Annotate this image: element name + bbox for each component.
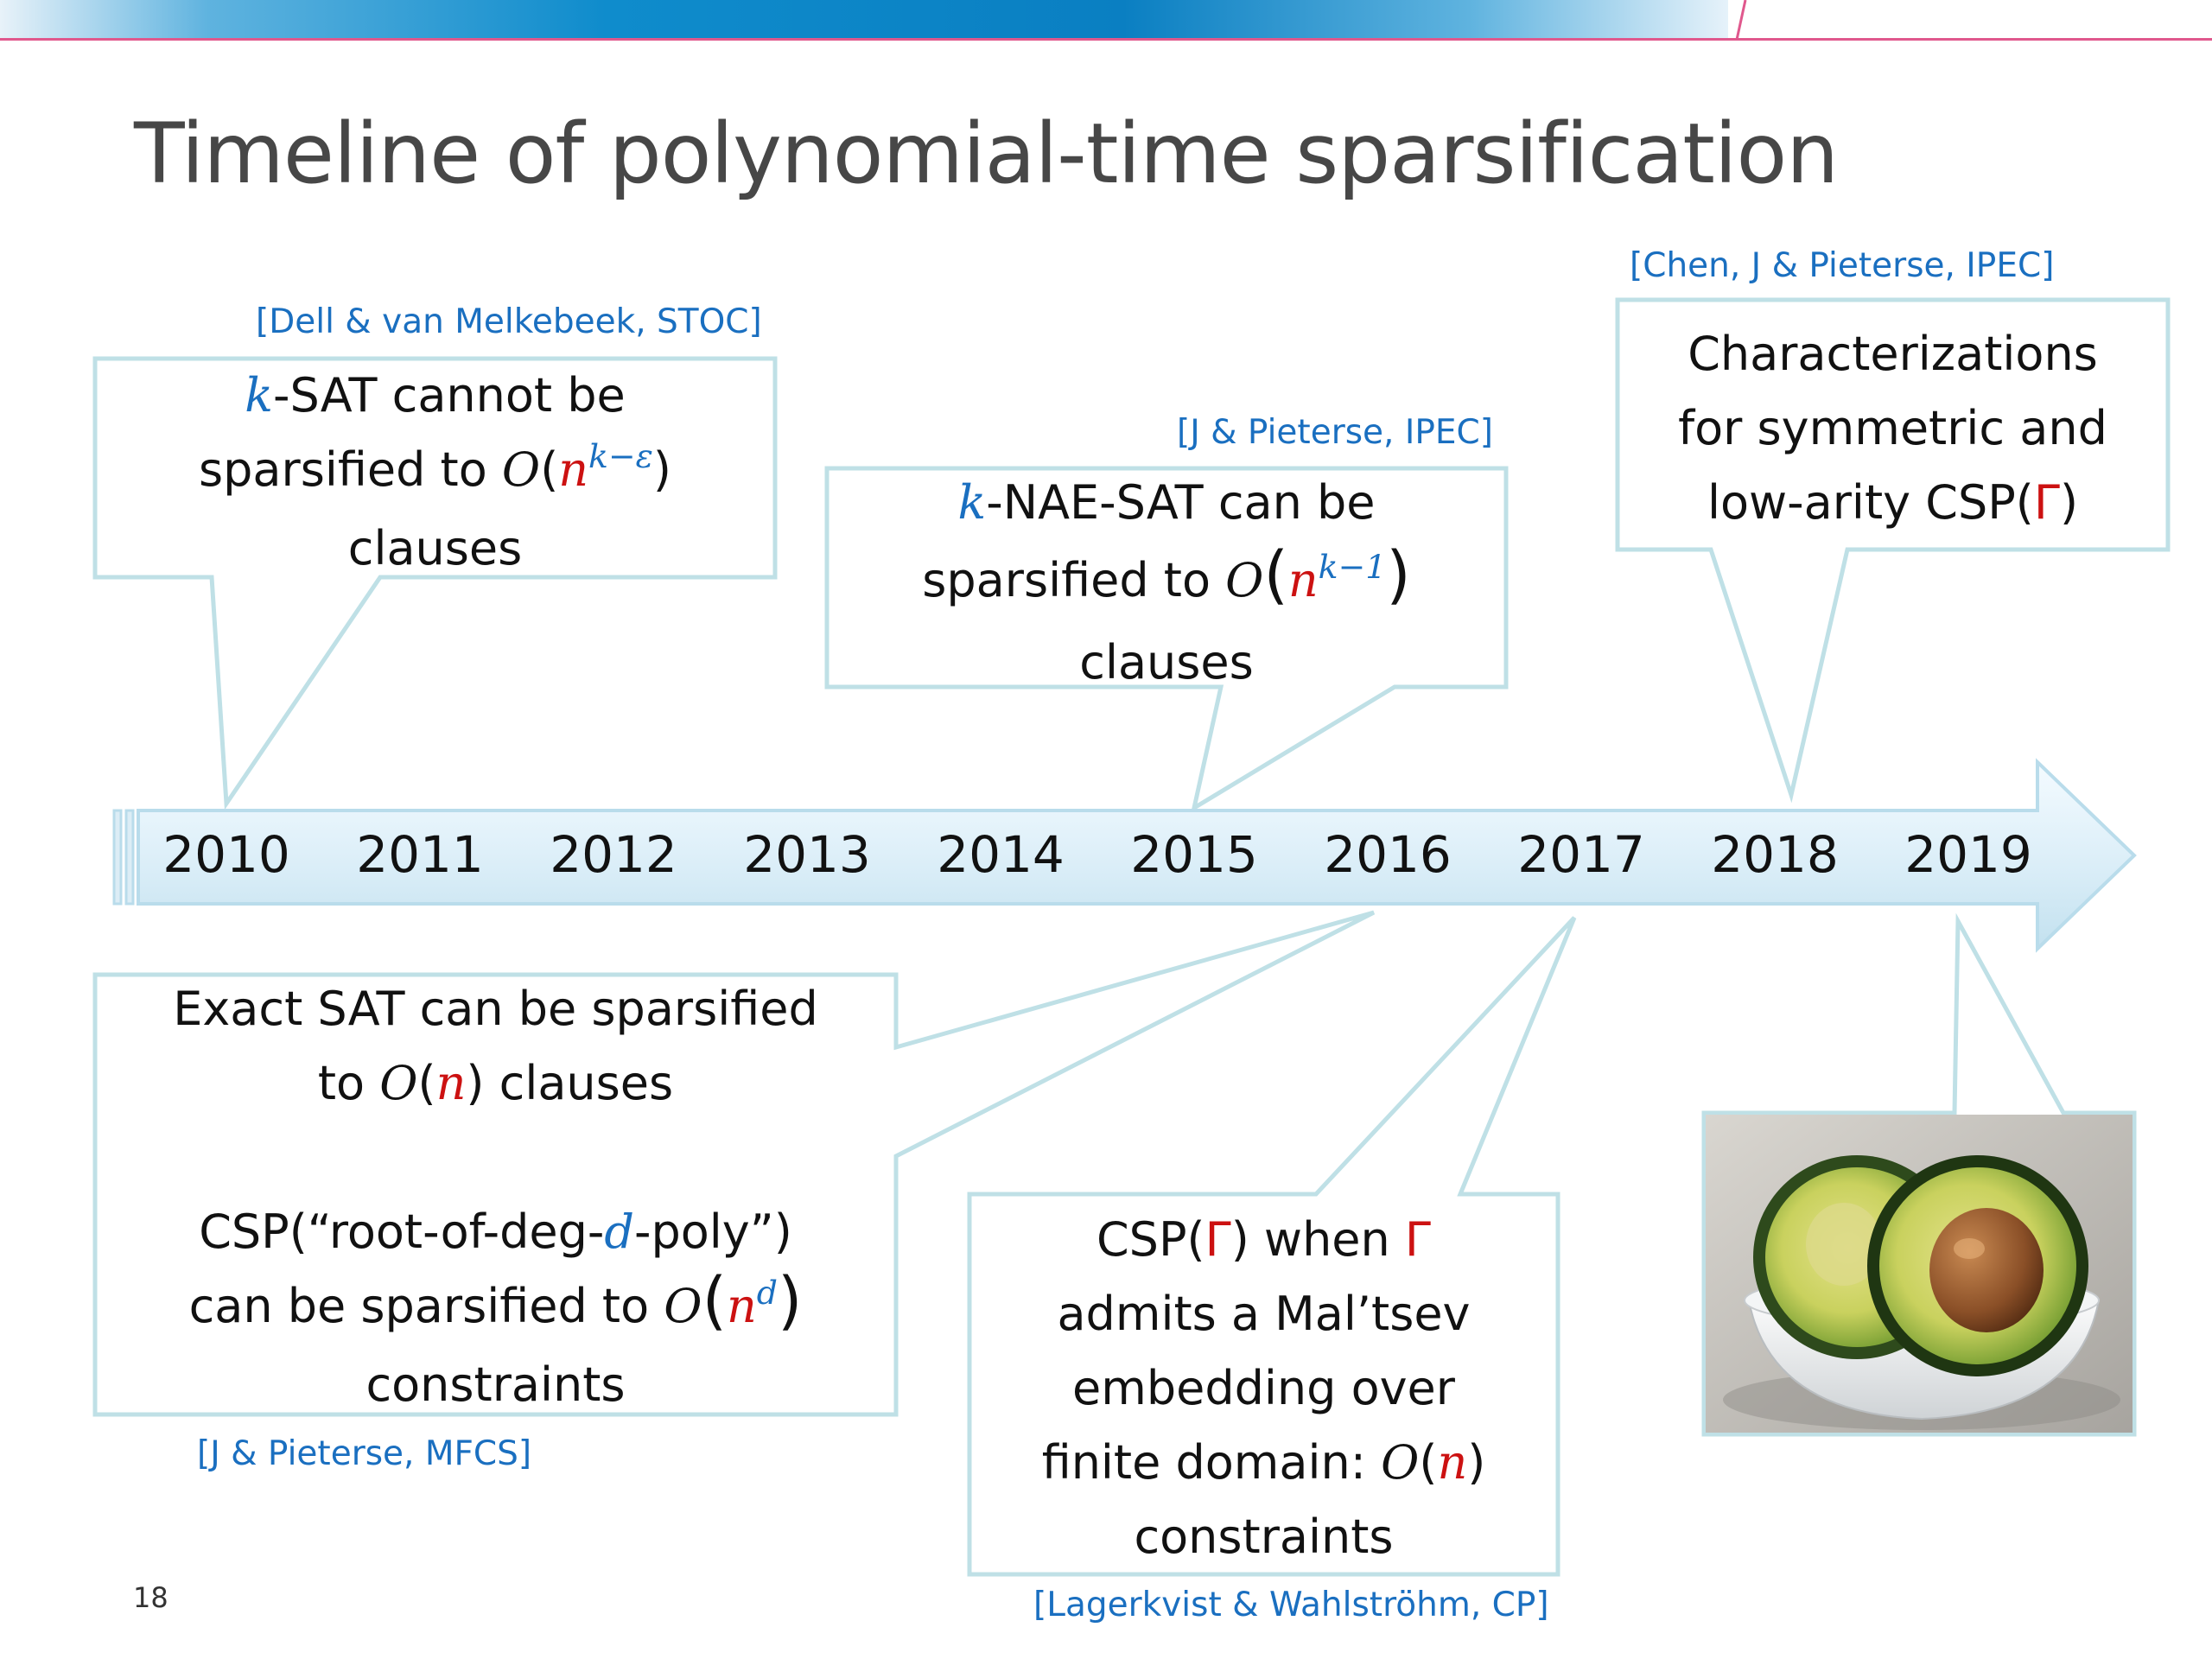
math-var-d: d <box>604 1205 634 1259</box>
event-maltsev-text: CSP(Γ) when Γ admits a Mal’tsev embeddin… <box>1041 1212 1486 1564</box>
math-var-n: n <box>435 1056 467 1110</box>
event-ksat-text: k-SAT cannot be sparsified to O(nk−ε) cl… <box>199 368 671 575</box>
year-label: 2013 <box>743 825 871 884</box>
citation-dell-van-melkebeek: [Dell & van Melkebeek, STOC] <box>256 302 762 341</box>
callout-exact-sat <box>92 910 1376 1417</box>
math-var-k: k <box>245 368 273 423</box>
timeline-arrow <box>112 758 2137 953</box>
page-number: 18 <box>133 1581 168 1614</box>
citation-chen-j-pieterse-ipec: [Chen, J & Pieterse, IPEC] <box>1630 246 2055 285</box>
year-label: 2014 <box>937 825 1065 884</box>
year-label: 2016 <box>1324 825 1452 884</box>
math-exponent: k−1 <box>1318 548 1387 587</box>
year-label: 2019 <box>1904 825 2032 884</box>
slide-title: Timeline of polynomial-time sparsificati… <box>134 105 1839 202</box>
year-label: 2018 <box>1711 825 1839 884</box>
math-var-n: n <box>727 1279 757 1333</box>
year-label: 2011 <box>356 825 484 884</box>
event-exact-sat-text: Exact SAT can be sparsified to O(n) clau… <box>173 982 818 1412</box>
math-gamma: Γ <box>1404 1212 1432 1267</box>
math-var-n: n <box>1287 553 1319 607</box>
header-divider <box>0 38 2212 41</box>
citation-j-pieterse-mfcs: [J & Pieterse, MFCS] <box>197 1434 532 1473</box>
citation-j-pieterse-ipec: [J & Pieterse, IPEC] <box>1177 413 1493 452</box>
year-label: 2010 <box>162 825 290 884</box>
callout-naesat <box>824 466 1509 813</box>
header-band <box>0 0 1728 38</box>
math-exponent: d <box>756 1274 778 1313</box>
math-exponent: k−ε <box>588 437 653 476</box>
math-var-k: k <box>957 475 987 530</box>
math-gamma: Γ <box>1205 1212 1231 1267</box>
year-label: 2015 <box>1130 825 1258 884</box>
event-characterizations-text: Characterizations for symmetric and low-… <box>1678 327 2107 530</box>
event-naesat-text: k-NAE-SAT can be sparsified to O(nk−1) c… <box>922 475 1411 690</box>
avocado-photo <box>1706 1115 2133 1433</box>
year-label: 2012 <box>550 825 677 884</box>
header-slash-decoration <box>1735 0 1747 40</box>
math-gamma: Γ <box>2033 475 2060 530</box>
callout-characterizations <box>1615 297 2171 804</box>
math-var-n: n <box>558 442 589 497</box>
callout-maltsev <box>967 916 1577 1577</box>
year-label: 2017 <box>1517 825 1645 884</box>
citation-lagerkvist-wahlstrohm-cp: [Lagerkvist & Wahlströhm, CP] <box>1033 1586 1549 1624</box>
callout-ksat <box>92 356 778 810</box>
timeline-year-axis: 2010 2011 2012 2013 2014 2015 2016 2017 … <box>130 825 2082 894</box>
math-var-n: n <box>1437 1435 1468 1490</box>
